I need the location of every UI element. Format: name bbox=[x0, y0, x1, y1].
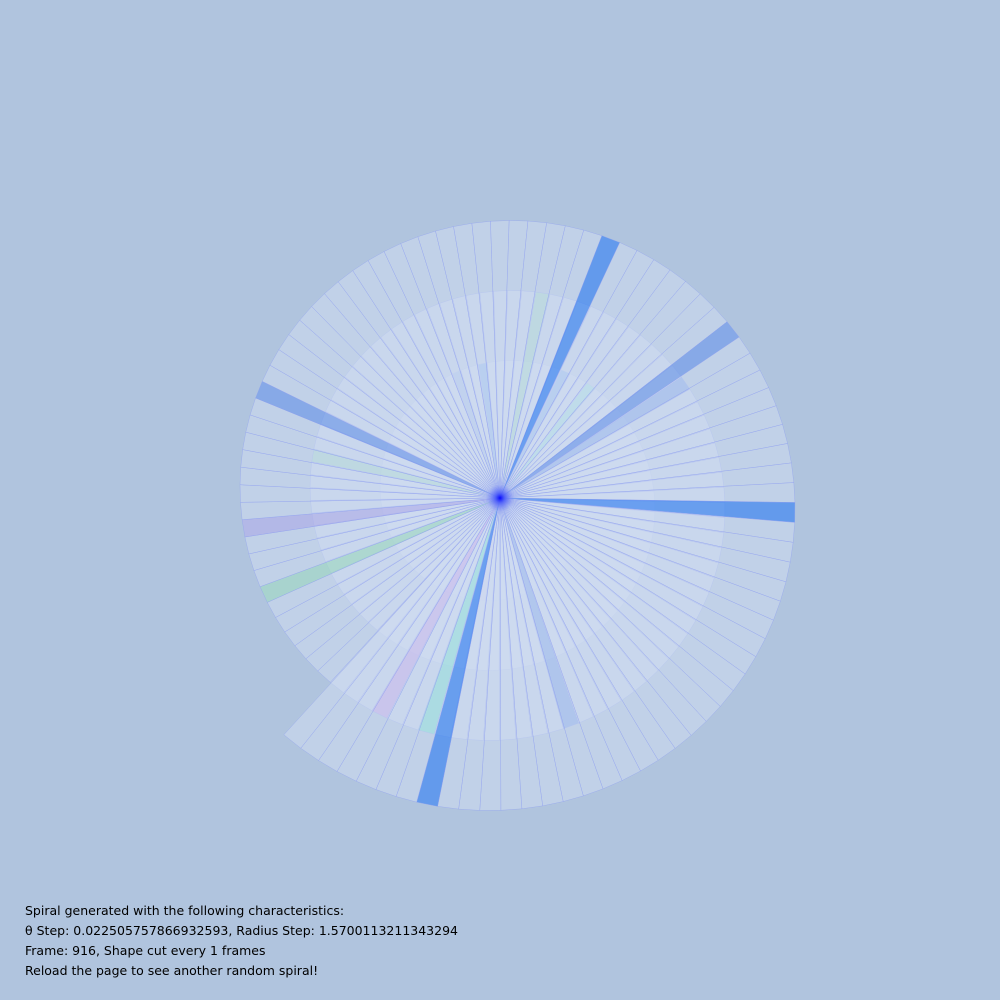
spiral-center bbox=[486, 484, 514, 512]
spiral-wedges bbox=[240, 221, 795, 811]
info-heading: Spiral generated with the following char… bbox=[25, 901, 458, 921]
info-panel: Spiral generated with the following char… bbox=[25, 901, 458, 981]
info-steps: θ Step: 0.022505757866932593, Radius Ste… bbox=[25, 921, 458, 941]
info-reload-hint: Reload the page to see another random sp… bbox=[25, 961, 458, 981]
info-frame: Frame: 916, Shape cut every 1 frames bbox=[25, 941, 458, 961]
